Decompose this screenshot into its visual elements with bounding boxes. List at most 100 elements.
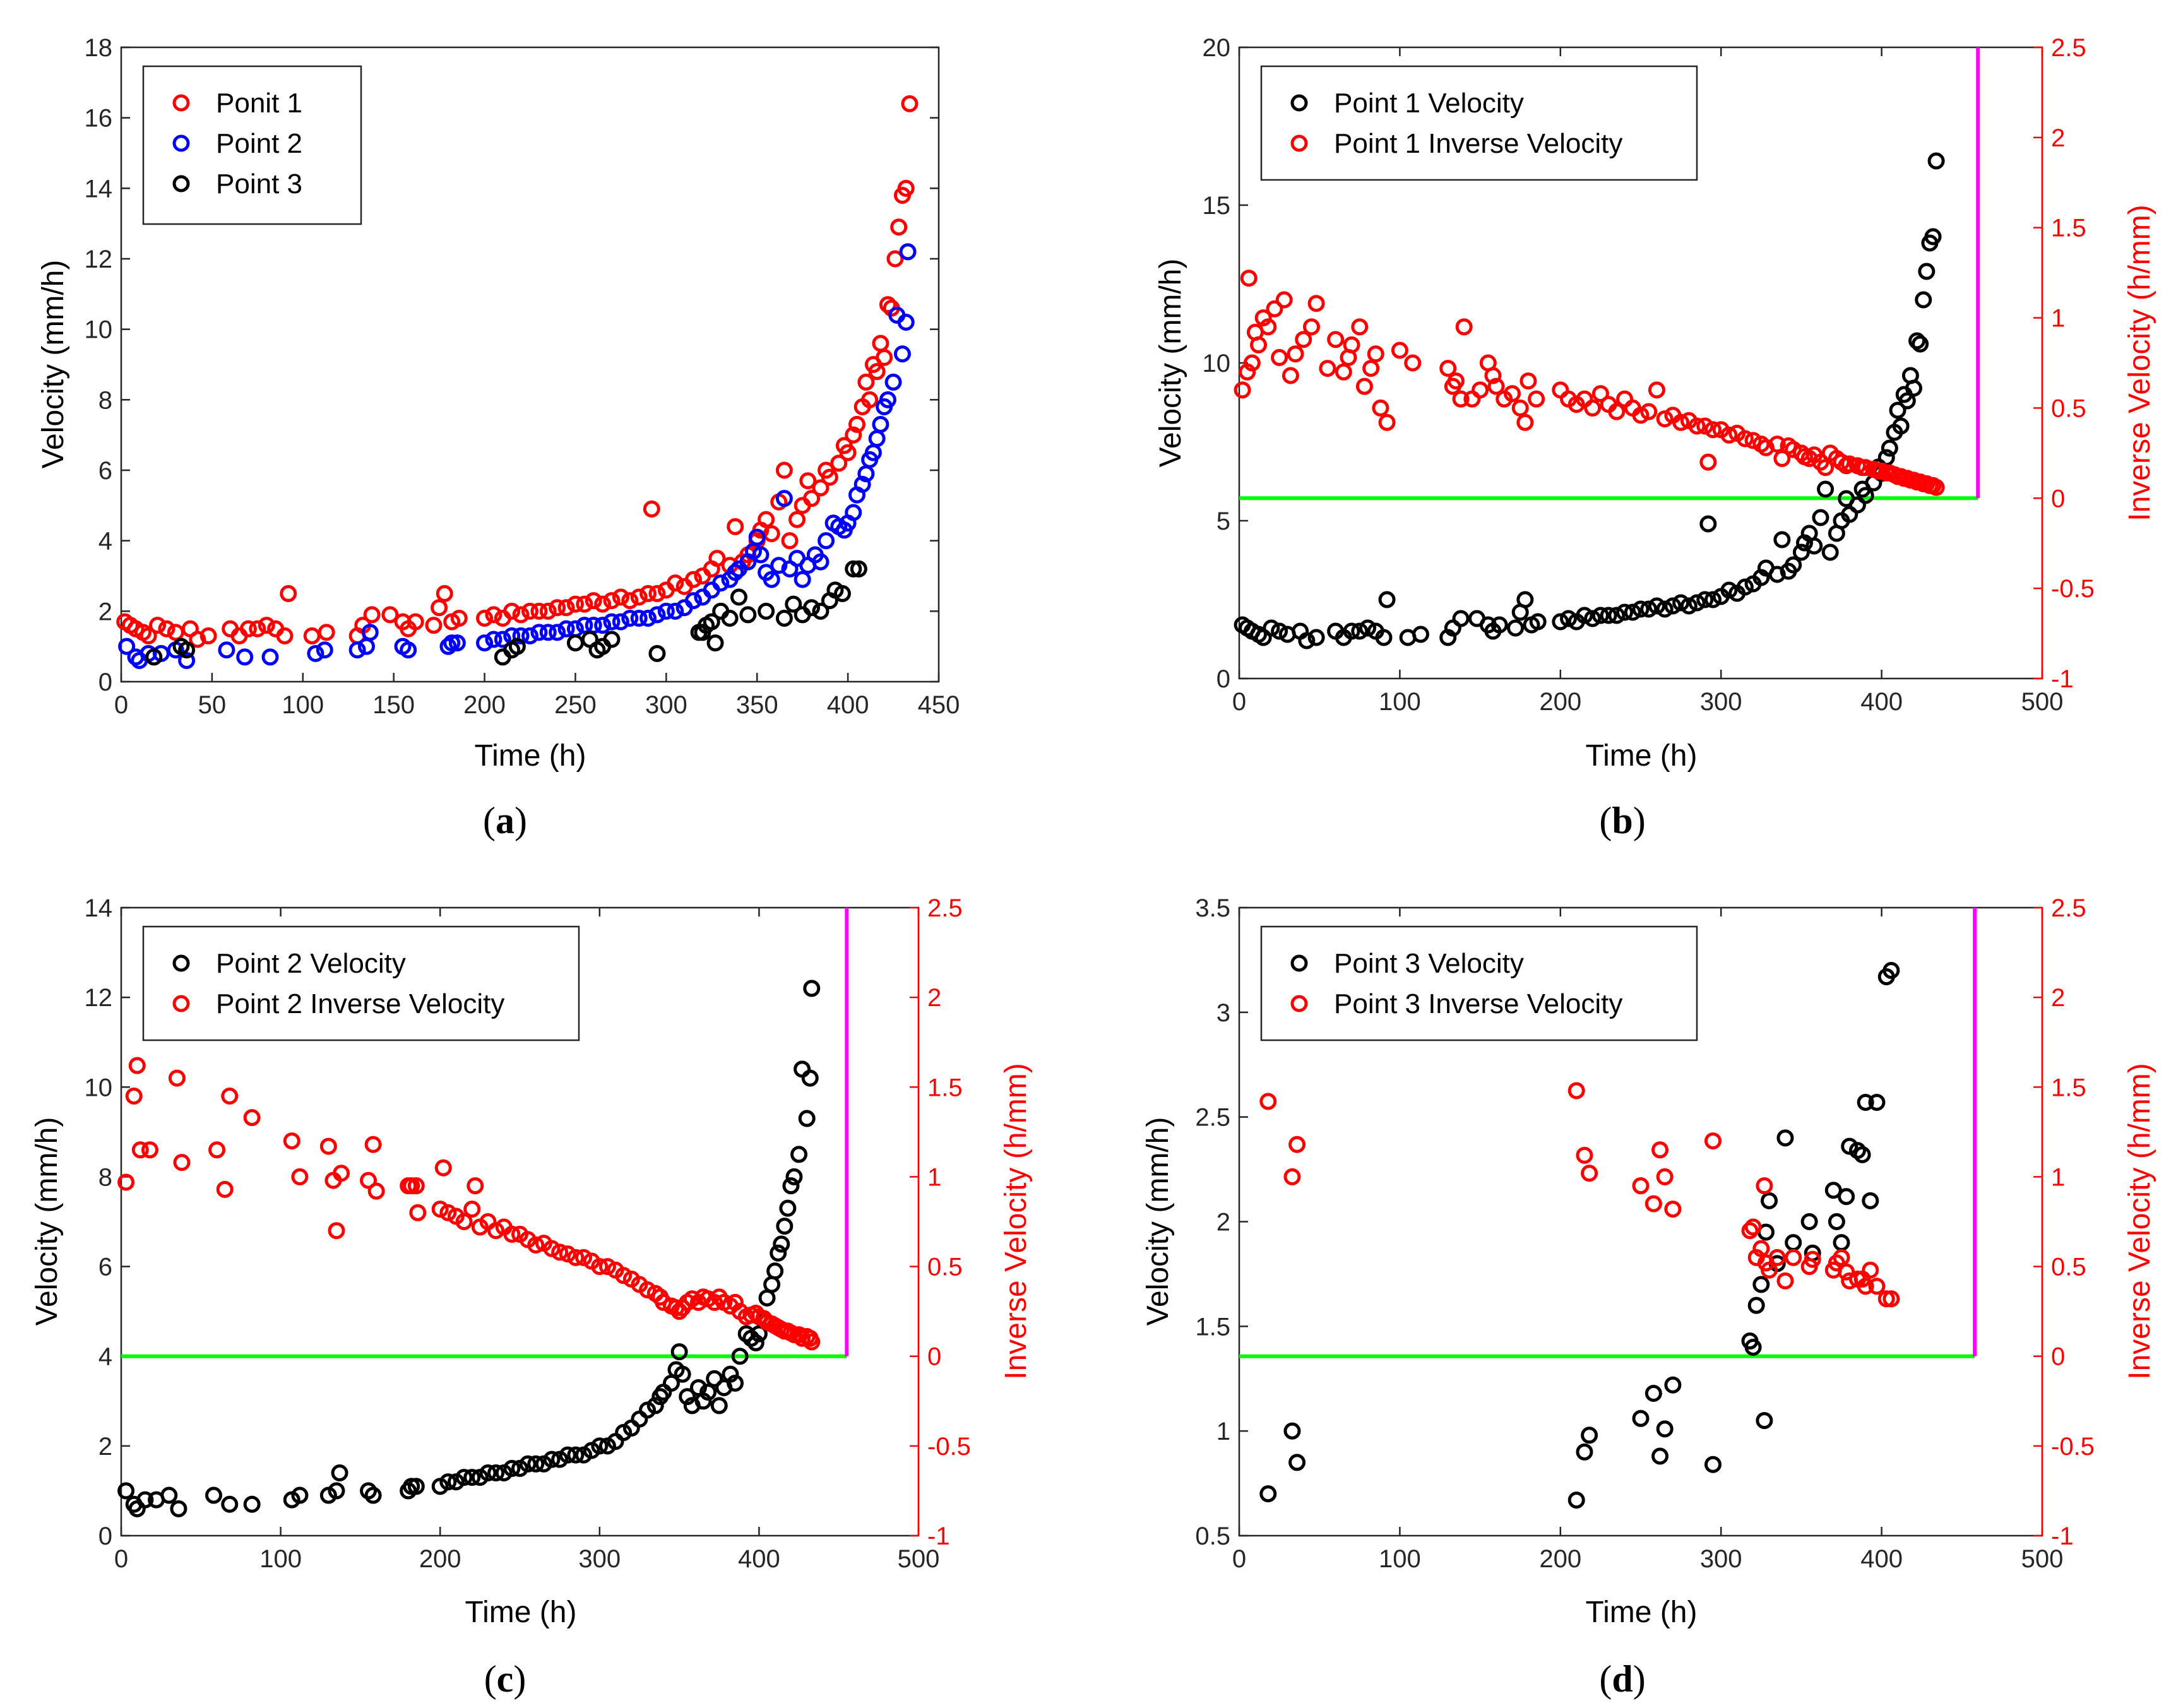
x-tick-label: 200 [1539,688,1581,716]
data-point [1704,421,1722,439]
data-point [367,1182,385,1200]
data-point [117,1173,135,1191]
y-tick-label: 10 [85,1074,113,1101]
data-point [1656,1168,1674,1185]
y-tick-label: 16 [85,105,113,133]
data-point [699,1384,717,1401]
data-point [543,1240,561,1257]
legend-box [142,925,580,1041]
data-point [872,335,889,352]
y2-axis-label: Inverse Velocity (h/mm) [2123,1063,2156,1379]
data-point [591,1437,609,1455]
data-point [1516,413,1534,431]
data-point [1632,1409,1650,1427]
data-point [879,391,896,408]
data-point [639,584,657,602]
data-point [1243,354,1261,372]
data-point [149,617,167,634]
data-point [455,1469,473,1486]
data-point [897,314,915,331]
data-point [1552,613,1569,631]
data-point [1862,1261,1879,1279]
x-tick-label: 500 [2021,1545,2064,1573]
data-point [639,610,657,627]
legend-marker [172,995,190,1012]
data-point [1375,629,1393,646]
x-tick-label: 100 [1379,1545,1421,1573]
y-tick-label: 2 [98,598,112,626]
x-axis-label: Time (h) [475,739,586,773]
data-point [557,599,575,617]
y-axis-label: Velocity (mm/h) [1154,259,1187,468]
legend-box [142,65,362,225]
data-point [1240,270,1258,287]
data-point [1744,1218,1762,1236]
legend-marker [172,175,190,193]
data-point [503,1459,521,1477]
data-point [1529,613,1547,631]
data-point [1915,291,1932,309]
data-point [679,1388,696,1406]
data-point [208,1141,226,1159]
y-tick-label: 4 [98,528,112,555]
data-point [485,631,503,648]
data-point [648,606,666,624]
panel-c: Time (h) Velocity (mm/h) Inverse Velocit… [30,894,1033,1700]
data-point [670,1343,688,1361]
data-point [1591,607,1609,624]
series-2 [1259,1082,1900,1308]
data-point [136,1491,154,1509]
data-point [1868,1093,1886,1111]
data-point [872,415,889,433]
data-point [364,1136,382,1153]
y2-tick-label: 0.5 [2051,394,2086,422]
data-point [439,638,457,655]
y2-tick-label: 1 [927,1163,941,1191]
data-point [721,610,739,627]
y-tick-label: 3 [1216,999,1230,1027]
plot-area-frame [120,46,940,683]
y2-tick-label: 2.5 [2051,894,2086,922]
data-point [727,1374,744,1392]
legend-box [1260,65,1698,181]
data-point [567,1446,585,1464]
data-point [1608,607,1626,624]
data-point [364,1486,382,1504]
series-2 [1234,270,1945,496]
panel-caption: (a) [483,800,527,841]
data-point [1744,432,1762,449]
series-1 [1259,962,1900,1509]
data-point [1288,1454,1306,1471]
x-tick-label: 100 [282,691,324,719]
legend-label: Point 1 Inverse Velocity [1334,128,1622,159]
data-point [861,391,879,408]
data-point [1507,619,1525,637]
data-point [818,532,835,550]
data-point [170,1500,187,1517]
caption-letter: d [1612,1658,1633,1700]
legend-label: Point 3 [216,169,302,199]
x-tick-label: 200 [419,1545,461,1573]
data-point [400,641,417,659]
legend-label: Point 2 Inverse Velocity [216,988,504,1019]
data-point [221,1088,239,1105]
data-point [1741,1222,1759,1240]
y-tick-label: 10 [85,316,113,344]
data-point [1853,1146,1871,1163]
data-point [1752,1276,1770,1293]
y-axis-label: Velocity (mm/h) [30,1117,64,1326]
data-point [283,1132,300,1150]
data-point [503,1225,521,1243]
data-point [893,345,911,363]
data-point [125,1088,143,1105]
data-point [727,518,744,535]
caption-open: ( [483,800,496,841]
data-point [1656,1420,1674,1438]
y-tick-label: 8 [98,386,112,414]
data-point [603,613,621,631]
data-point [630,610,648,627]
data-point [899,243,917,261]
data-point [521,602,538,620]
x-axis-label: Time (h) [1586,1596,1698,1629]
